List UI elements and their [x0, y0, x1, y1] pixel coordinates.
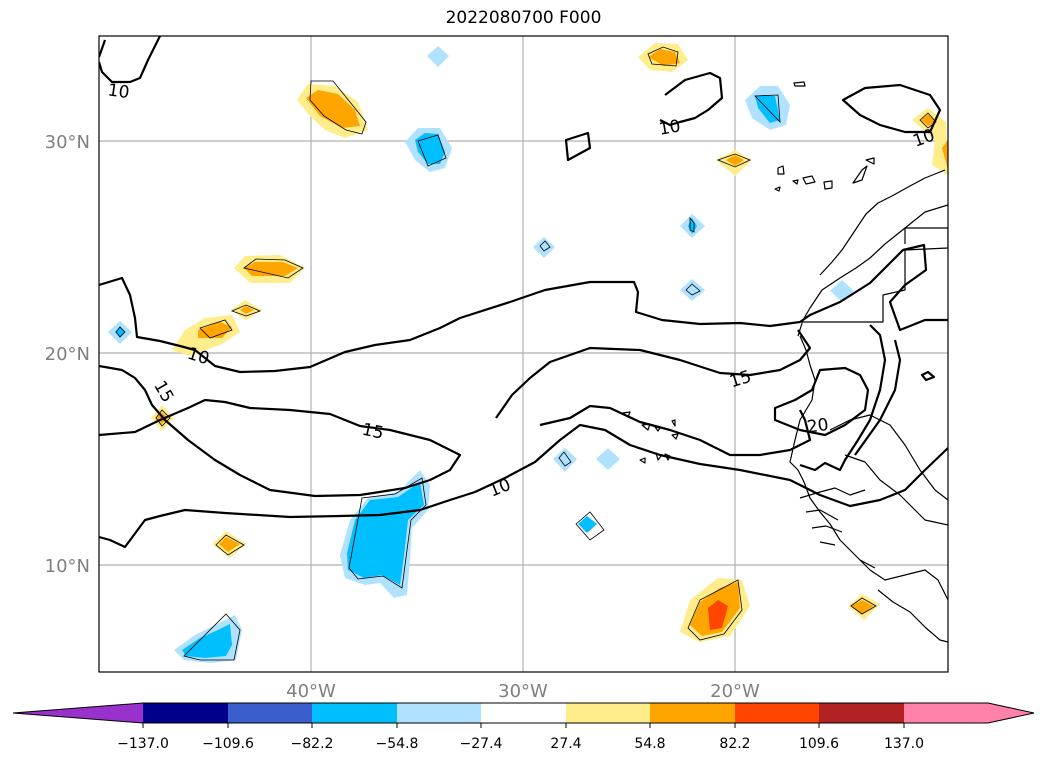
colorbar-tick-label: −54.8	[376, 736, 419, 752]
lat-label: 20°N	[45, 344, 90, 365]
contour-label: 10	[106, 80, 130, 103]
negative-anomaly-patch	[596, 448, 620, 470]
positive-anomaly-core	[852, 600, 874, 614]
contour-label: 15	[360, 420, 385, 444]
colorbar-tick-label: 82.2	[719, 736, 750, 752]
positive-anomaly-core	[921, 114, 936, 126]
map-frame	[98, 35, 949, 673]
contour-label: 10	[657, 116, 682, 139]
lon-label: 40°W	[286, 681, 336, 702]
gridlines	[99, 36, 948, 672]
lat-label: 30°N	[45, 132, 90, 153]
positive-anomaly-core	[942, 140, 948, 170]
colorbar-extend-left	[13, 703, 143, 723]
negative-anomaly-patch	[427, 46, 449, 67]
positive-anomaly-core	[244, 262, 298, 276]
negative-anomaly-patch	[553, 448, 577, 472]
colorbar-tick-label: −109.6	[202, 736, 254, 752]
contour-label: 20	[806, 415, 830, 438]
colorbar-segment	[481, 703, 566, 723]
colorbar-segment	[650, 703, 735, 723]
negative-anomaly-core	[347, 482, 424, 585]
negative-anomaly-core	[578, 516, 597, 533]
negative-anomaly-patch	[533, 237, 555, 258]
coastlines	[622, 81, 948, 643]
map-title: 2022080700 F000	[445, 8, 602, 28]
colorbar-segment	[819, 703, 904, 723]
colorbar-segment	[904, 703, 988, 723]
colorbar-segment	[397, 703, 481, 723]
negative-anomaly-core	[415, 133, 445, 164]
lon-labels: 40°W 30°W 20°W	[286, 681, 760, 702]
lon-label: 30°W	[498, 681, 548, 702]
negative-anomaly-patch	[680, 279, 705, 301]
positive-anomaly-core	[240, 306, 254, 314]
anomaly-outlines	[115, 46, 937, 661]
colorbar-tick-label: −82.2	[291, 736, 334, 752]
positive-anomaly-core	[648, 49, 680, 66]
positive-anomaly-extreme	[708, 600, 728, 630]
anomaly-fills	[108, 43, 948, 663]
positive-anomaly-patch	[912, 108, 948, 175]
lon-label: 20°W	[710, 681, 760, 702]
colorbar-segment	[143, 703, 228, 723]
colorbar-tick-label: 137.0	[884, 736, 924, 752]
colorbar: −137.0 −109.6 −82.2 −54.8 −27.4 27.4 54.…	[12, 702, 1035, 752]
colorbar-segment	[228, 703, 312, 723]
isolines	[99, 36, 948, 549]
colorbar-tick-label: 54.8	[634, 736, 665, 752]
negative-anomaly-core	[182, 624, 232, 658]
colorbar-tick-label: 27.4	[550, 736, 581, 752]
lat-labels: 30°N 20°N 10°N	[45, 132, 90, 577]
colorbar-segment	[312, 703, 397, 723]
colorbar-segment	[735, 703, 819, 723]
colorbar-segment	[566, 703, 650, 723]
positive-anomaly-core	[306, 90, 360, 128]
colorbar-tick-label: 109.6	[799, 736, 839, 752]
positive-anomaly-core	[219, 537, 240, 552]
positive-anomaly-core	[726, 155, 744, 166]
colorbar-tick-label: −27.4	[460, 736, 503, 752]
colorbar-extend-right	[988, 703, 1034, 723]
lat-label: 10°N	[45, 556, 90, 577]
colorbar-tick-label: −137.0	[117, 736, 169, 752]
